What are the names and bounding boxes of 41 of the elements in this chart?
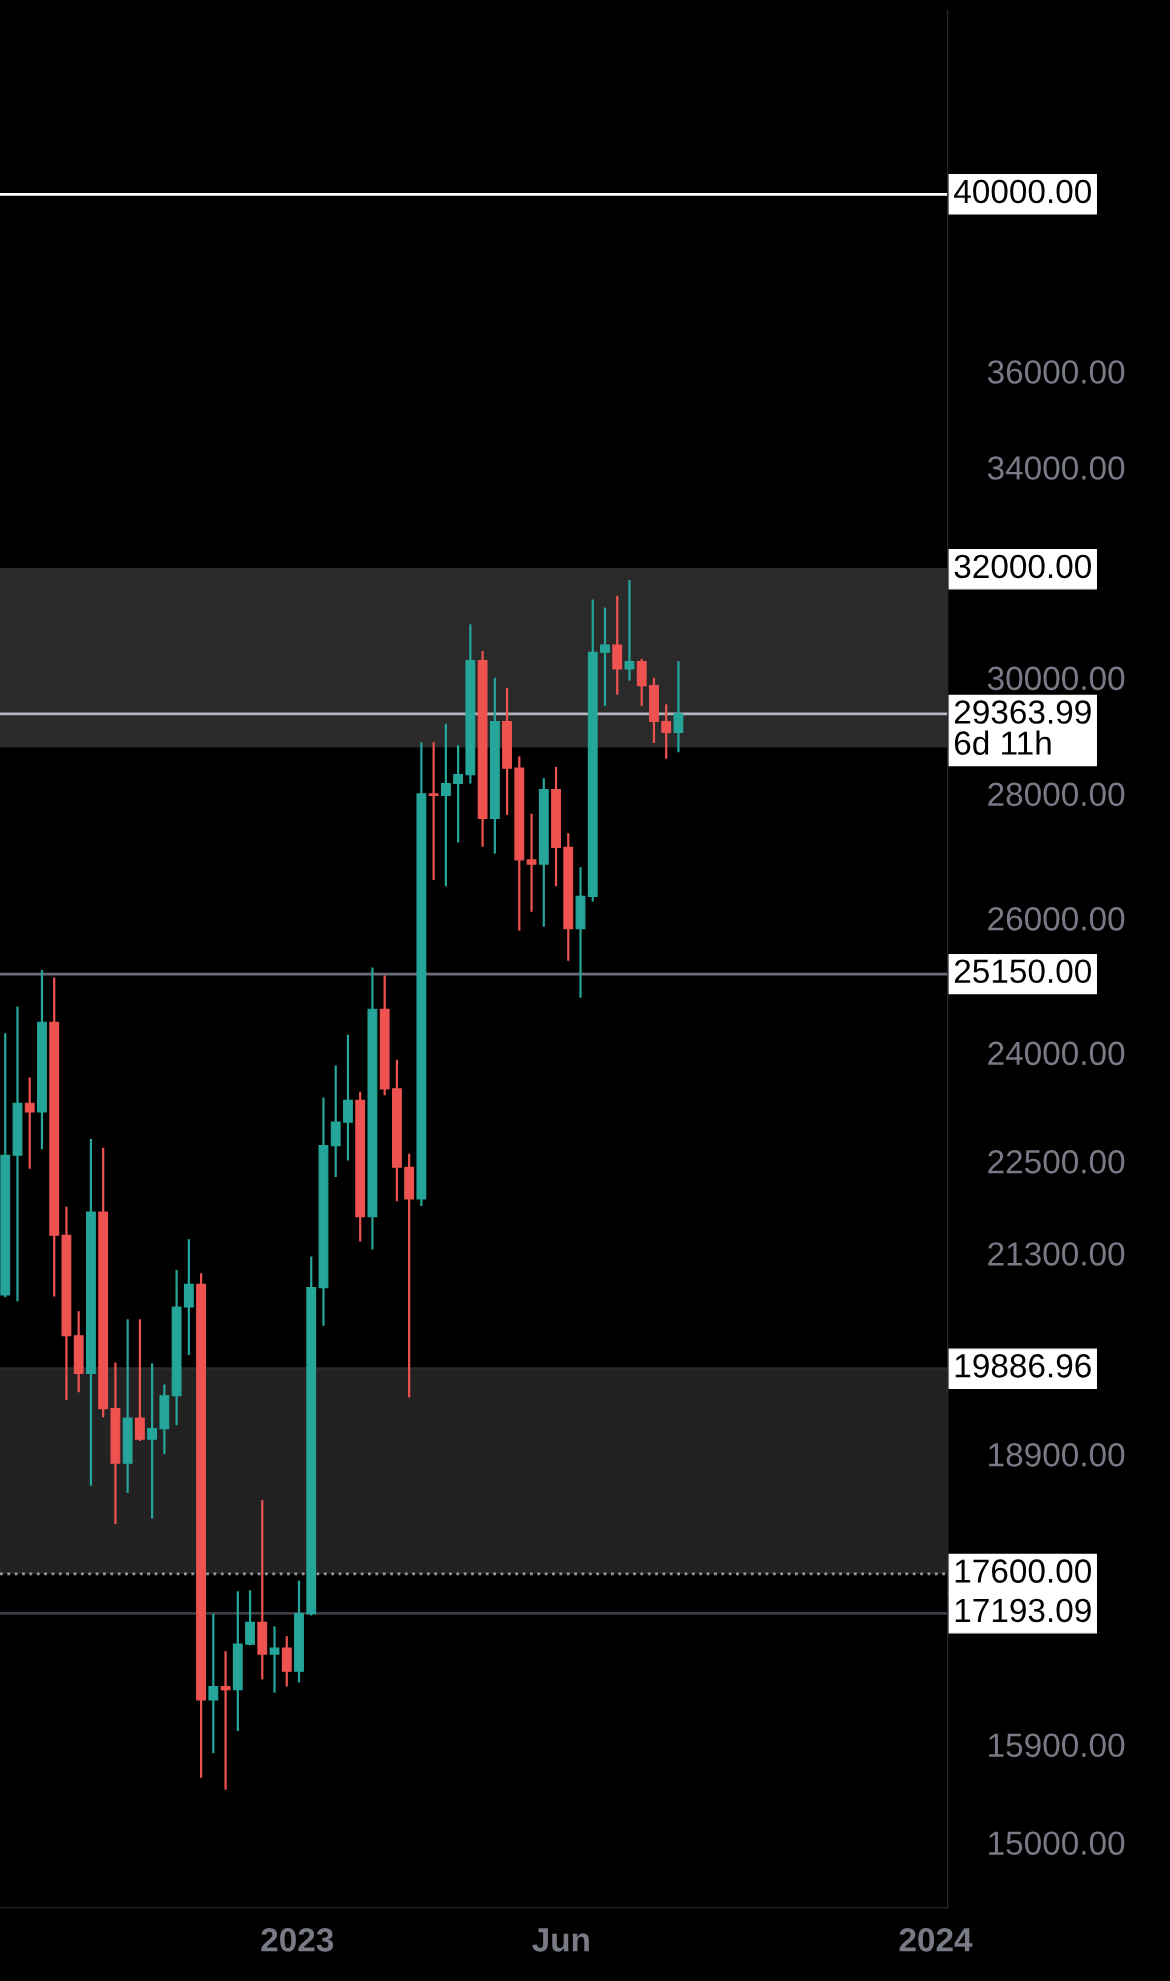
ref-line-label: 32000.00 [954,554,1091,579]
candlestick [673,659,684,754]
candlestick [245,1589,255,1647]
y-tick-label: 22500.00 [988,1150,1125,1174]
candlestick [661,703,672,760]
candlestick [612,594,623,696]
candlestick [440,722,451,888]
x-tick-label: 2023 [261,1928,334,1952]
candlestick [600,606,610,708]
candlestick [428,741,439,882]
candlestick [147,1362,158,1520]
y-tick-label: 15000.00 [989,1831,1125,1856]
y-tick-label: 18900.00 [989,1443,1125,1467]
candlestick [281,1635,292,1688]
candlestick [453,744,464,844]
ref-line-label: 40000.00 [954,179,1091,204]
ref-line-label: 17193.09 [955,1598,1091,1623]
x-tick-label: Jun [532,1928,589,1952]
candlestick [624,578,635,682]
candlestick [220,1650,231,1791]
ref-line-label: 29363.99 6d 11h [954,700,1091,755]
y-tick-label: 28000.00 [988,782,1125,807]
candlestick [343,1033,353,1162]
ref-line-label: 17600.00 [955,1559,1091,1583]
candlestick [269,1625,280,1694]
y-tick-label: 30000.00 [987,666,1125,691]
candlestick [24,1076,35,1170]
candlestick [330,1064,341,1179]
ref-line-label: 25150.00 [954,959,1091,984]
ref-line-label: 19886.96 [955,1354,1091,1378]
y-tick-label: 21300.00 [988,1242,1125,1266]
y-tick-label: 34000.00 [987,456,1125,480]
y-tick-label: 26000.00 [988,907,1125,931]
candlestick [134,1318,145,1443]
candlestick [183,1238,194,1357]
y-tick-label: 36000.00 [987,360,1125,384]
candlestick [526,812,537,913]
y-tick-label: 15900.00 [989,1733,1125,1758]
x-tick-label: 2024 [899,1928,973,1952]
candlestick [208,1612,219,1755]
y-tick-label: 24000.00 [988,1041,1125,1066]
